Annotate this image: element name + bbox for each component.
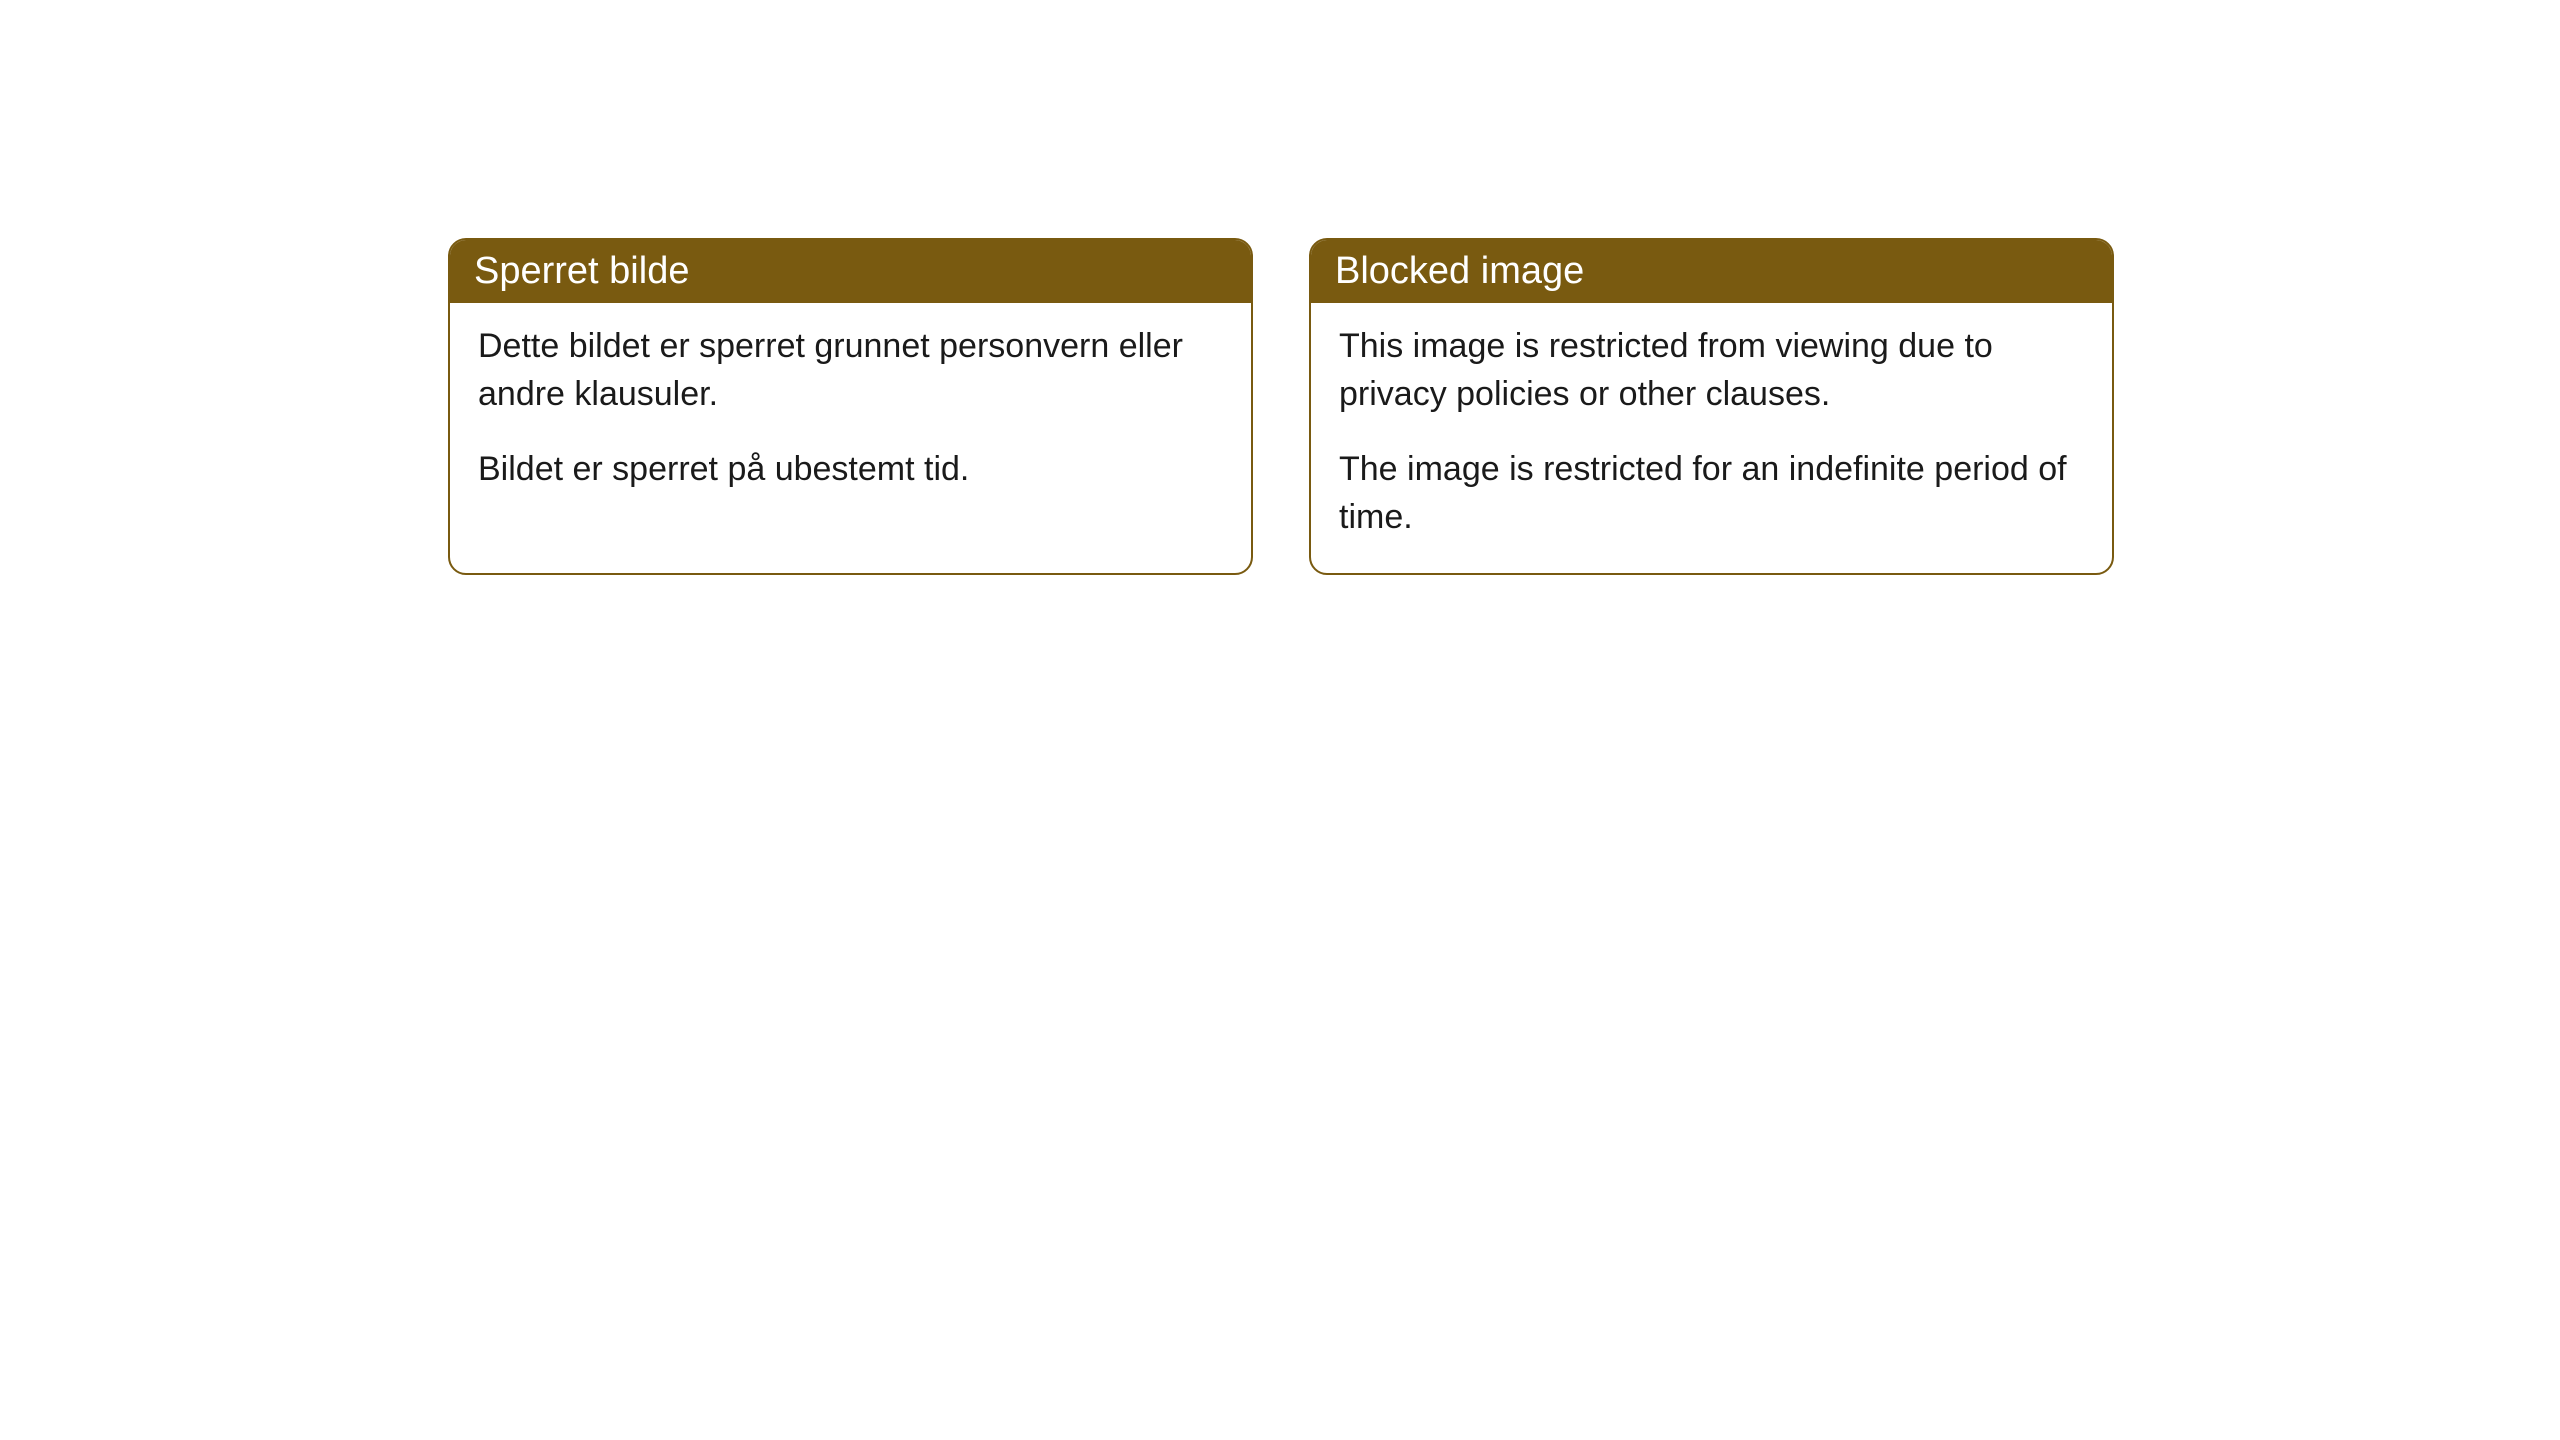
card-paragraph-1: This image is restricted from viewing du… <box>1339 323 2084 418</box>
card-paragraph-2: The image is restricted for an indefinit… <box>1339 446 2084 541</box>
blocked-image-card-norwegian: Sperret bilde Dette bildet er sperret gr… <box>448 238 1253 575</box>
card-header-norwegian: Sperret bilde <box>450 240 1251 303</box>
blocked-image-card-english: Blocked image This image is restricted f… <box>1309 238 2114 575</box>
card-body-norwegian: Dette bildet er sperret grunnet personve… <box>450 303 1251 526</box>
card-title: Sperret bilde <box>474 250 689 292</box>
card-body-english: This image is restricted from viewing du… <box>1311 303 2112 573</box>
card-paragraph-1: Dette bildet er sperret grunnet personve… <box>478 323 1223 418</box>
card-paragraph-2: Bildet er sperret på ubestemt tid. <box>478 446 1223 494</box>
blocked-image-cards: Sperret bilde Dette bildet er sperret gr… <box>448 238 2114 575</box>
card-title: Blocked image <box>1335 250 1584 292</box>
card-header-english: Blocked image <box>1311 240 2112 303</box>
